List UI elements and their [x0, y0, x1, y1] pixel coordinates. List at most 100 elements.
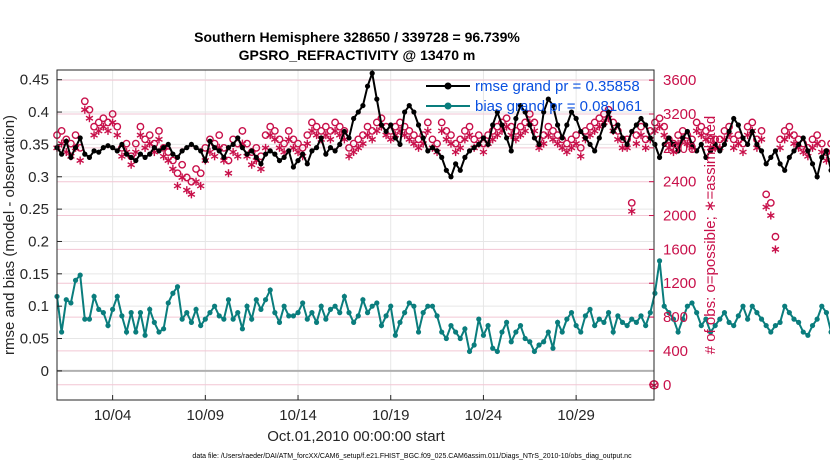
possible-marker: [275, 135, 284, 144]
x-tick-label: 10/29: [557, 407, 595, 424]
assimilated-marker: [651, 126, 659, 135]
assimilated-marker: [266, 131, 275, 140]
assimilated-marker: [423, 126, 432, 135]
rmse-point: [735, 122, 741, 128]
possible-marker: [243, 139, 251, 148]
assimilated-marker: [321, 131, 330, 140]
assimilated-marker: [372, 126, 381, 135]
bias-point: [504, 319, 510, 325]
rmse-point: [77, 135, 83, 141]
rmse-point: [378, 122, 385, 128]
assimilated-marker: [410, 139, 418, 148]
rmse-point: [327, 145, 334, 151]
assimilated-marker: [261, 143, 270, 152]
bias-point: [796, 319, 802, 325]
bias-point: [72, 277, 79, 283]
chart-title-line1: Southern Hemisphere 328650 / 339728 = 96…: [194, 29, 520, 45]
rmse-point: [133, 157, 139, 164]
rmse-point: [276, 157, 283, 164]
possible-marker: [99, 114, 108, 123]
y-tick-label-right: 3200: [663, 106, 696, 123]
bias-point: [749, 303, 755, 309]
assimilated-marker: [271, 135, 279, 144]
rmse-point: [592, 148, 598, 154]
bias-point: [378, 322, 385, 329]
rmse-point: [610, 128, 616, 135]
rmse-point: [656, 154, 663, 160]
possible-marker: [303, 131, 312, 140]
assimilated-marker-stroke: [766, 212, 775, 219]
possible-marker: [576, 143, 585, 152]
assimilated-marker: [655, 122, 664, 131]
assimilated-marker: [414, 143, 423, 152]
possible-marker: [748, 118, 757, 127]
possible-marker: [562, 139, 571, 148]
assimilated-marker-stroke: [590, 128, 599, 134]
bias-point: [624, 322, 630, 329]
assimilated-marker-stroke: [683, 141, 692, 147]
rmse-point: [165, 141, 171, 148]
grid-lines: [57, 70, 654, 400]
possible-marker: [312, 122, 321, 131]
y-tick-label-left: 0.3: [28, 169, 49, 186]
bias-point: [249, 316, 255, 322]
rmse-point: [568, 109, 575, 115]
rmse-point: [86, 154, 93, 160]
bias-point: [304, 316, 310, 322]
assimilated-marker: [692, 126, 701, 135]
possible-marker: [549, 127, 557, 135]
possible-marker: [780, 127, 789, 135]
assimilated-marker: [590, 126, 599, 135]
possible-marker: [674, 131, 683, 140]
bias-point: [369, 303, 375, 309]
assimilated-marker-stroke: [169, 166, 177, 172]
assimilated-marker-stroke: [192, 179, 200, 185]
assimilated-marker-stroke: [349, 149, 358, 155]
rmse-point: [114, 148, 120, 154]
bias-point: [712, 322, 718, 329]
bias-point: [110, 306, 116, 313]
possible-marker: [757, 127, 766, 135]
possible-marker: [57, 127, 66, 135]
rmse-point: [91, 148, 97, 154]
assimilated-marker-stroke: [655, 124, 664, 130]
y-tick-label-right: 400: [663, 343, 688, 360]
assimilated-marker-stroke: [664, 145, 673, 151]
rmse-point: [777, 161, 783, 167]
rmse-point: [249, 148, 255, 154]
rmse-point: [703, 154, 709, 160]
assimilated-marker-stroke: [113, 132, 122, 138]
rmse-point: [262, 151, 269, 157]
possible-marker: [437, 118, 446, 127]
y-tick-label-right: 1200: [663, 275, 696, 292]
assimilated-marker-stroke: [247, 162, 256, 168]
possible-marker: [187, 177, 196, 186]
bias-point: [244, 303, 250, 309]
y-tick-label-left: 0.45: [20, 72, 49, 89]
possible-marker: [567, 135, 576, 144]
rmse-point: [369, 70, 375, 76]
assimilated-marker: [210, 152, 219, 161]
bias-point: [791, 316, 797, 322]
bias-point: [485, 322, 491, 329]
bias-point: [290, 313, 296, 319]
bias-point: [457, 335, 463, 342]
bias-point: [170, 290, 176, 296]
bias-point: [388, 303, 394, 309]
y-ticks-left: 0 0.05 0.1 0.15 0.2 0.25 0.3 0.35 0.4 0.45: [20, 72, 62, 380]
possible-marker: [410, 131, 418, 140]
bias-point: [610, 329, 616, 335]
rmse-point: [411, 109, 417, 115]
bias-point: [235, 310, 241, 316]
assimilated-marker-stroke: [785, 132, 794, 138]
bias-point: [332, 303, 338, 309]
rmse-point: [313, 145, 320, 151]
bias-point: [133, 329, 139, 335]
bias-point: [327, 306, 334, 313]
assimilated-marker-stroke: [544, 132, 553, 138]
rmse-point: [536, 141, 542, 148]
assimilated-marker: [776, 143, 784, 152]
assimilated-marker: [405, 135, 414, 144]
y-tick-label-left: 0.25: [20, 201, 49, 218]
bias-point: [814, 316, 820, 322]
